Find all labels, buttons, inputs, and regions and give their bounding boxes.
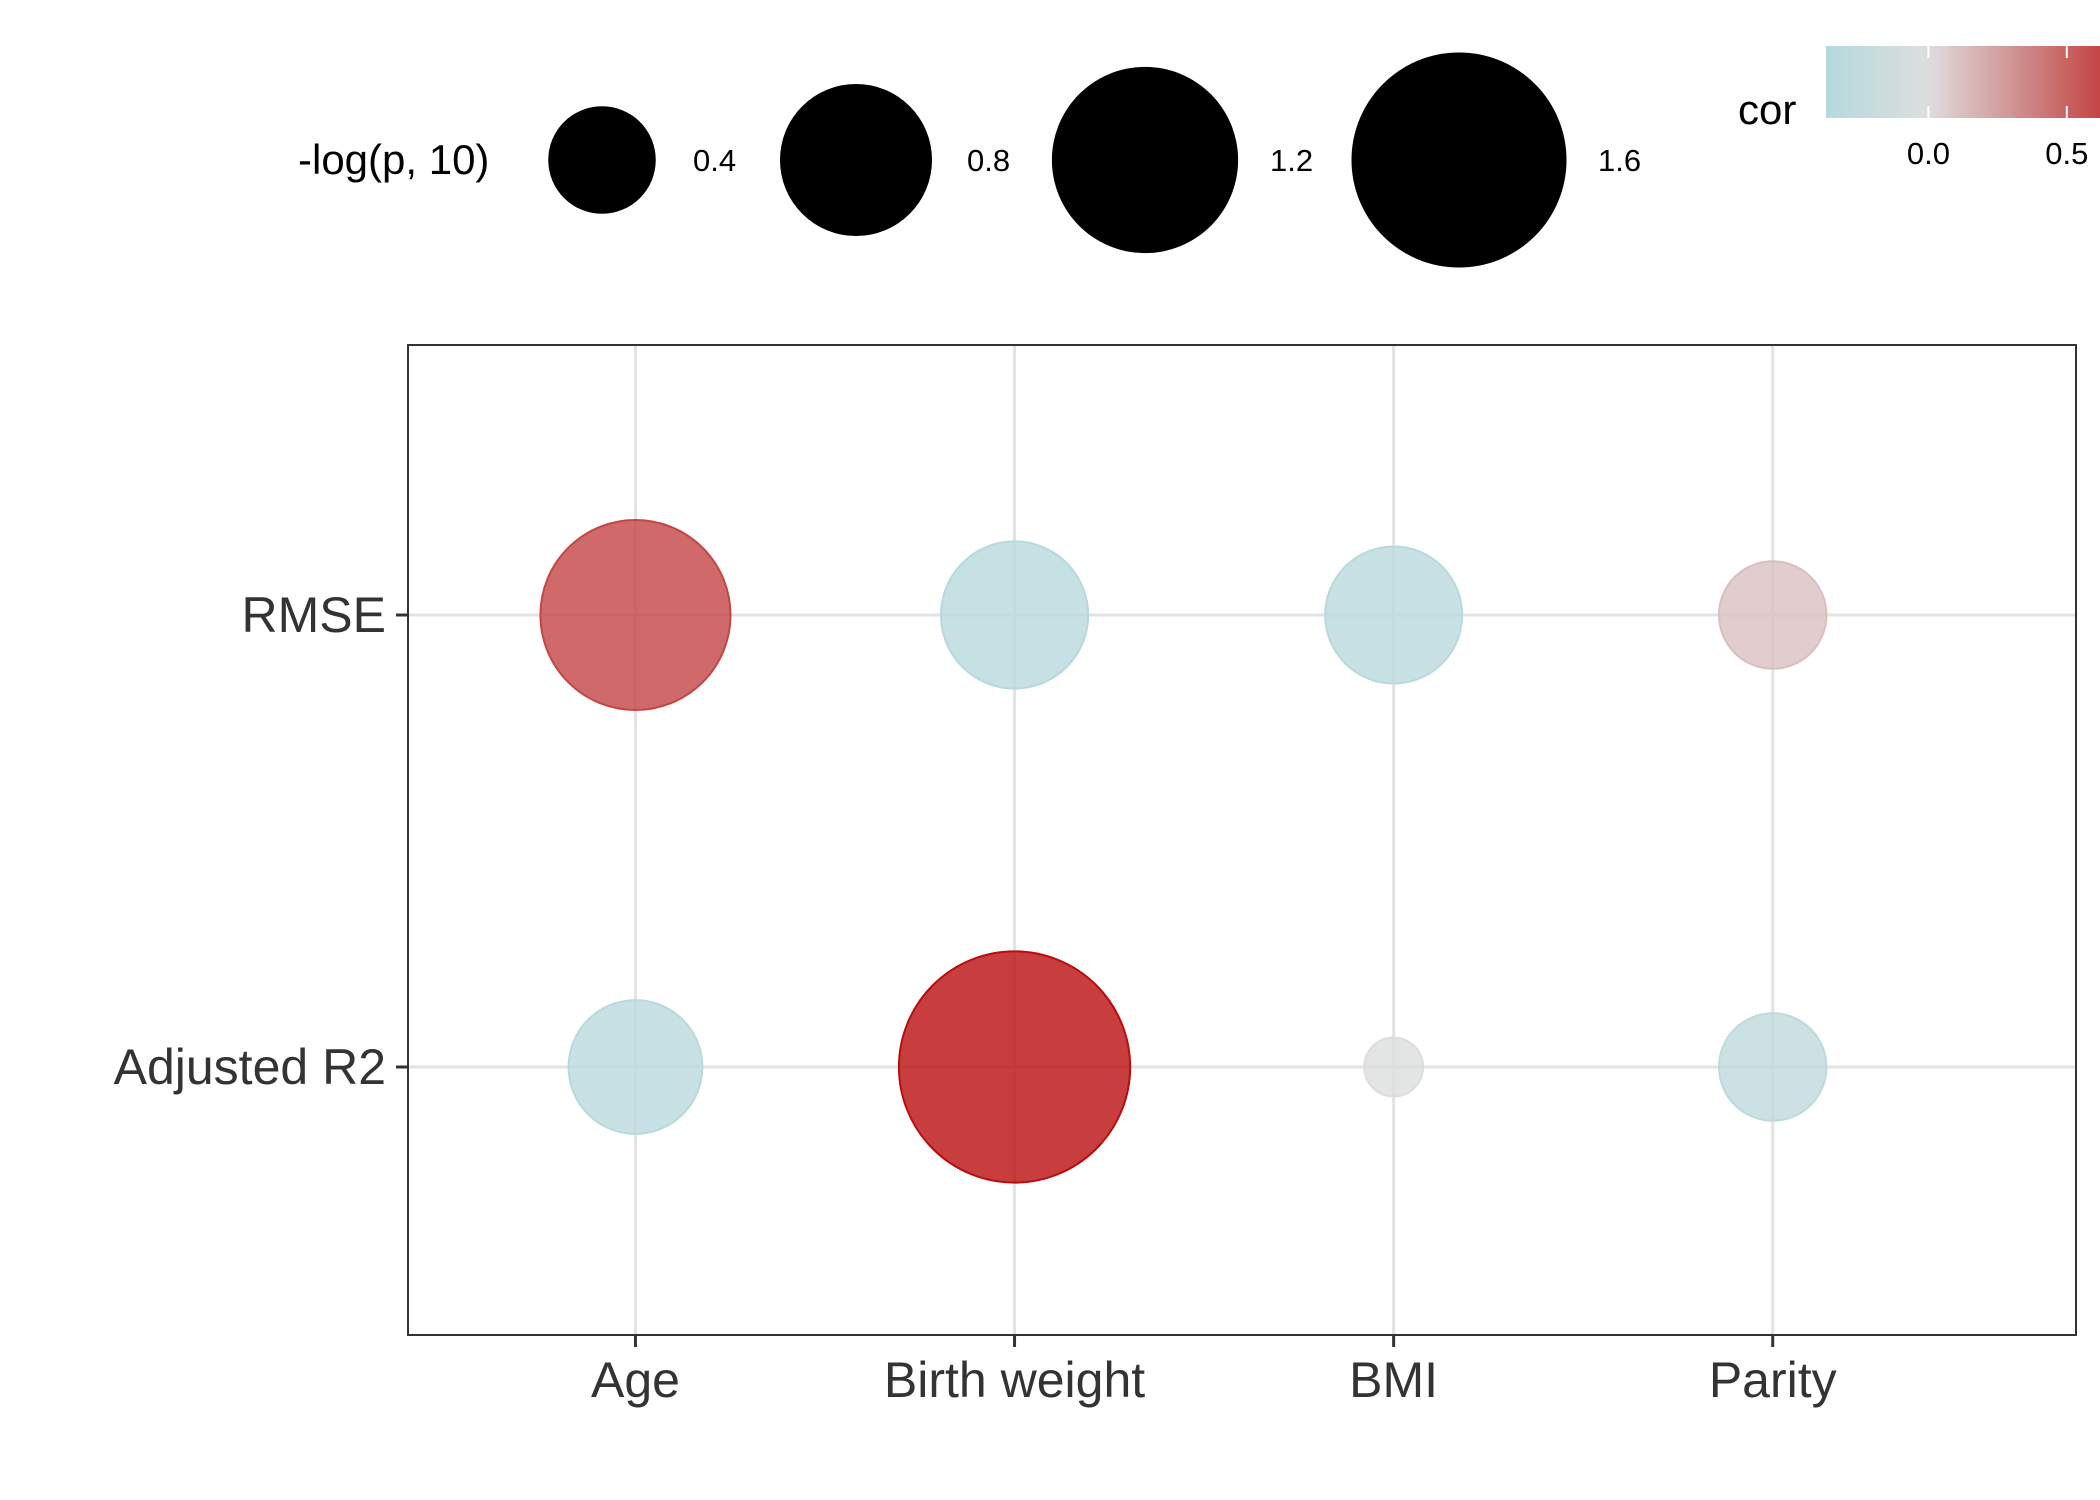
panel-border [407, 344, 2077, 1336]
x-tick-label: Age [591, 1352, 680, 1408]
bubble [1717, 560, 1828, 670]
size-legend-key [548, 106, 656, 214]
size-legend-title: -log(p, 10) [298, 136, 489, 183]
x-tick-label: Parity [1709, 1352, 1837, 1408]
bubble [897, 950, 1132, 1184]
color-legend: cor 0.0 0.5 [1738, 46, 2100, 171]
size-legend: -log(p, 10) 0.4 0.8 1.2 1.6 [298, 52, 1641, 268]
bubble [1717, 1012, 1828, 1122]
bubble [1324, 545, 1464, 685]
size-legend-key [1051, 66, 1239, 254]
plot-panel: Age Birth weight BMI Parity RMSE Adjusted R2 [114, 344, 2077, 1408]
color-legend-tick-label: 0.0 [1907, 136, 1950, 171]
y-tick-label: RMSE [242, 587, 386, 643]
bubble [539, 518, 732, 712]
size-legend-label: 0.4 [693, 143, 736, 178]
size-legend-label: 1.2 [1270, 143, 1313, 178]
size-legend-label: 0.8 [967, 143, 1010, 178]
bubble [939, 540, 1090, 690]
size-legend-key [779, 83, 933, 237]
x-tick-label: BMI [1349, 1352, 1438, 1408]
color-legend-tick-label: 0.5 [2045, 136, 2088, 171]
size-legend-key [1351, 52, 1567, 268]
bubble [567, 999, 704, 1135]
x-tick-label: Birth weight [884, 1352, 1145, 1408]
bubble [1363, 1036, 1425, 1098]
y-tick-label: Adjusted R2 [114, 1039, 386, 1095]
color-legend-title: cor [1738, 86, 1796, 133]
size-legend-label: 1.6 [1598, 143, 1641, 178]
color-legend-bar [1826, 46, 2100, 118]
